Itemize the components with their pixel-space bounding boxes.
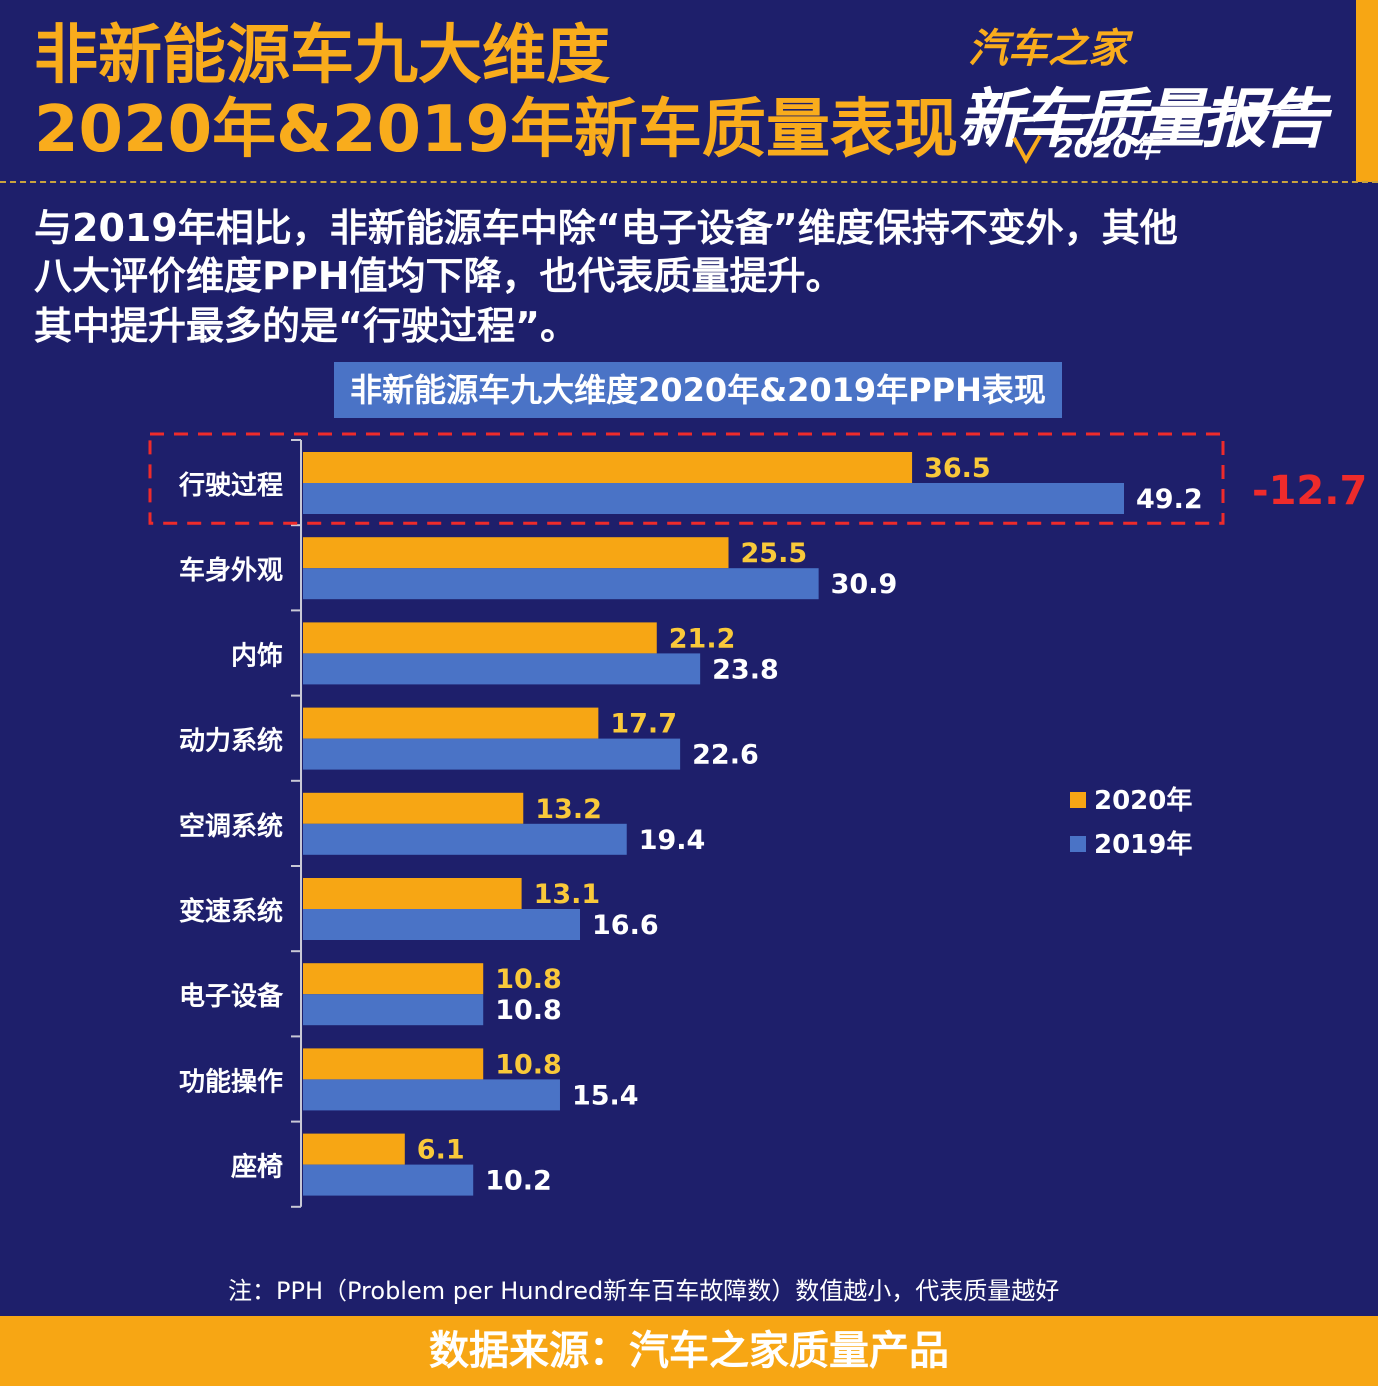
bar-2020 — [303, 452, 913, 483]
report-logo: 汽车之家 新车质量报告 2020年 — [950, 16, 1340, 176]
bar-2020 — [303, 878, 522, 909]
bar-2019 — [303, 994, 484, 1026]
data-label-2019: 10.2 — [485, 1166, 552, 1197]
logo-year: 2020年 — [1054, 131, 1160, 164]
right-accent-stripe — [1356, 0, 1378, 182]
category-label: 行驶过程 — [178, 470, 283, 501]
footer-bar: 数据来源：汽车之家质量产品 — [0, 1316, 1378, 1386]
logo-swoosh-icon — [1013, 100, 1313, 123]
delta-label: -12.7 — [1252, 468, 1367, 514]
data-label-2019: 19.4 — [639, 825, 706, 856]
data-label-2019: 30.9 — [831, 569, 898, 600]
logo-check-icon — [1012, 134, 1042, 164]
legend-label: 2019年 — [1094, 829, 1192, 860]
highlight-box — [148, 432, 1225, 525]
header-divider — [0, 181, 1378, 183]
bar-2019 — [303, 823, 627, 855]
bar-2019 — [303, 483, 1124, 514]
data-label-2019: 23.8 — [712, 654, 779, 685]
bar-2020 — [303, 1133, 405, 1165]
data-label-2020: 13.1 — [534, 879, 601, 910]
intro-line1: 与2019年相比，非新能源车中除“电子设备”维度保持不变外，其他 — [34, 206, 1178, 250]
logo-brand: 汽车之家 — [968, 26, 1128, 72]
bar-2019 — [303, 909, 581, 940]
category-label: 座椅 — [231, 1152, 283, 1183]
intro-line2: 八大评价维度PPH值均下降，也代表质量提升。 — [34, 254, 844, 298]
legend-swatch — [1070, 836, 1086, 852]
data-label-2020: 6.1 — [417, 1135, 465, 1166]
page-title-line1: 非新能源车九大维度 — [34, 19, 610, 93]
category-label: 变速系统 — [179, 896, 283, 927]
data-label-2020: 13.2 — [535, 794, 602, 825]
data-label-2019: 16.6 — [592, 910, 659, 941]
legend-label: 2020年 — [1094, 785, 1192, 816]
legend-swatch — [1070, 792, 1086, 808]
data-label-2020: 21.2 — [669, 623, 736, 654]
footnote: 注：PPH（Problem per Hundred新车百车故障数）数值越小，代表… — [228, 1277, 1060, 1305]
page-title-line2: 2020年&2019年新车质量表现 — [34, 93, 959, 167]
bar-2020 — [303, 537, 729, 569]
data-label-2020: 10.8 — [495, 1049, 562, 1080]
data-label-2020: 25.5 — [741, 538, 808, 569]
bar-2019 — [303, 1164, 474, 1196]
bar-2020 — [303, 622, 657, 654]
data-label-2019: 22.6 — [692, 740, 759, 771]
data-label-2020: 10.8 — [495, 964, 562, 995]
bar-2020 — [303, 963, 484, 995]
intro-line3: 其中提升最多的是“行驶过程”。 — [34, 304, 578, 348]
category-label: 动力系统 — [179, 726, 283, 757]
category-label: 电子设备 — [179, 982, 284, 1012]
bar-2019 — [303, 738, 681, 770]
category-label: 空调系统 — [179, 811, 283, 842]
data-label-2019: 10.8 — [495, 995, 562, 1026]
bar-2019 — [303, 653, 701, 685]
footer-source: 数据来源：汽车之家质量产品 — [429, 1328, 949, 1374]
bar-2020 — [303, 707, 599, 739]
category-label: 内饰 — [231, 641, 283, 671]
data-label-2019: 15.4 — [572, 1080, 639, 1111]
chart-title: 非新能源车九大维度2020年&2019年PPH表现 — [334, 362, 1062, 418]
category-label: 车身外观 — [179, 555, 283, 586]
bar-2020 — [303, 792, 524, 824]
bar-2019 — [303, 568, 819, 600]
category-label: 功能操作 — [179, 1066, 283, 1097]
bar-2019 — [303, 1079, 560, 1111]
data-label-2020: 36.5 — [924, 453, 991, 484]
bar-2020 — [303, 1048, 484, 1080]
data-label-2020: 17.7 — [610, 709, 677, 740]
data-label-2019: 49.2 — [1136, 484, 1203, 515]
